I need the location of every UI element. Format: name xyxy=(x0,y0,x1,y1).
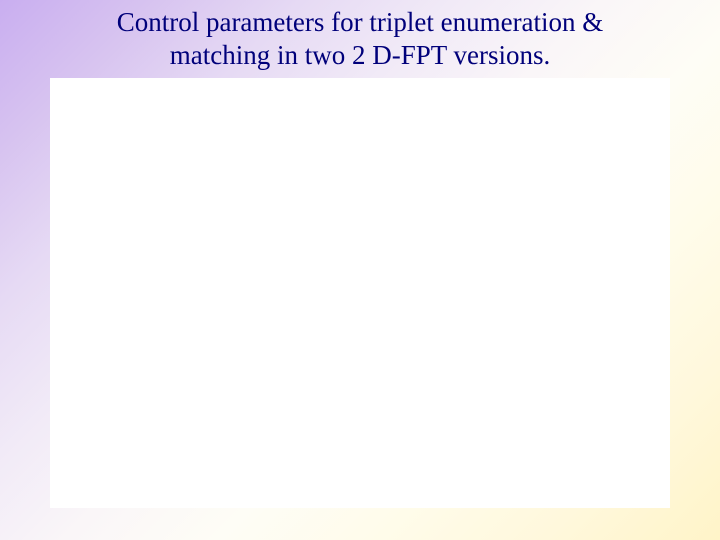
slide: Control parameters for triplet enumerati… xyxy=(0,0,720,540)
content-area xyxy=(50,78,670,508)
title-line-2: matching in two 2 D-FPT versions. xyxy=(170,40,551,70)
title-line-1: Control parameters for triplet enumerati… xyxy=(117,7,604,37)
slide-title: Control parameters for triplet enumerati… xyxy=(0,6,720,72)
